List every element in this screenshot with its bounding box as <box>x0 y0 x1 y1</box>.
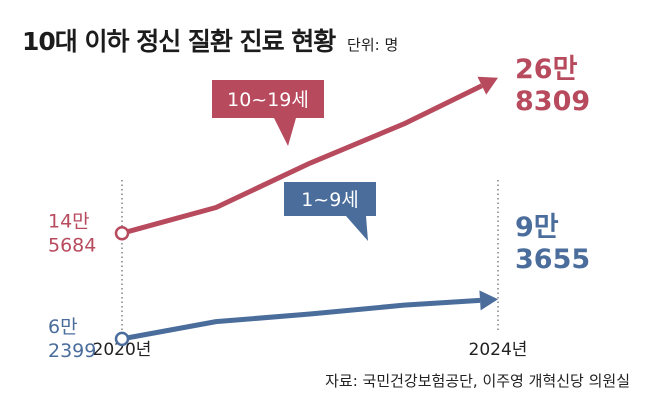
series-line-teen <box>121 83 483 236</box>
start-label-bottom-child: 2399 <box>48 340 96 362</box>
series-callout-box-child <box>284 182 376 216</box>
series-name-child: 1~9세 <box>301 189 359 211</box>
unit-label: 단위: 명 <box>347 36 399 54</box>
end-label-top-teen: 26만 <box>515 54 578 85</box>
start-label-top-child: 6만 <box>48 316 78 338</box>
series-name-teen: 10~19세 <box>227 89 309 111</box>
series-callout-tail-child <box>346 216 368 241</box>
x-tick-label-end: 2024년 <box>469 340 528 360</box>
series-start-marker-teen <box>114 226 130 241</box>
chart-title: 10대 이하 정신 질환 진료 현황 단위: 명 <box>22 22 398 58</box>
series-start-marker-child <box>114 331 130 347</box>
series-callout-tail-teen <box>274 118 296 146</box>
series-line-child <box>121 297 481 342</box>
source-note: 자료: 국민건강보험공단, 이주영 개혁신당 의원실 <box>325 372 630 390</box>
series-arrow-child <box>479 290 498 311</box>
start-label-bottom-teen: 5684 <box>48 234 96 256</box>
start-label-top-teen: 14만 <box>48 210 90 232</box>
chart-title-text: 10대 이하 정신 질환 진료 현황 <box>22 27 336 56</box>
end-label-bottom-teen: 8309 <box>515 86 590 117</box>
end-label-bottom-child: 3655 <box>515 244 590 275</box>
series-callout-box-teen <box>212 80 324 118</box>
series-arrow-teen <box>477 76 498 95</box>
x-tick-label-start: 2020년 <box>93 340 152 360</box>
end-label-top-child: 9만 <box>515 212 559 243</box>
